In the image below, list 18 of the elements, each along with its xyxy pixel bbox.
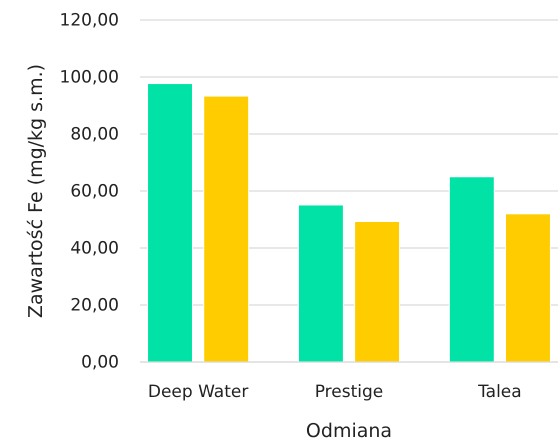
x-tick-label: Prestige	[314, 382, 384, 402]
x-tick-label: Deep Water	[148, 382, 248, 402]
y-axis-title: Zawartość Fe (mg/kg s.m.)	[25, 64, 47, 318]
bar	[354, 220, 400, 362]
y-tick-label: 120,00	[60, 10, 119, 30]
y-tick-label: 60,00	[70, 181, 119, 202]
y-tick-label: 80,00	[70, 124, 119, 144]
y-tick-label: 20,00	[70, 295, 119, 316]
bar	[298, 204, 344, 362]
y-tick-label: 100,00	[60, 67, 119, 88]
bar	[448, 176, 495, 362]
bar	[505, 213, 551, 362]
y-tick-label: 40,00	[70, 238, 119, 258]
y-tick-label: 0,00	[81, 352, 119, 372]
x-tick-label: Talea	[477, 382, 522, 402]
bar	[203, 96, 250, 362]
x-axis-title: Odmiana	[306, 420, 392, 442]
bar	[147, 83, 193, 362]
